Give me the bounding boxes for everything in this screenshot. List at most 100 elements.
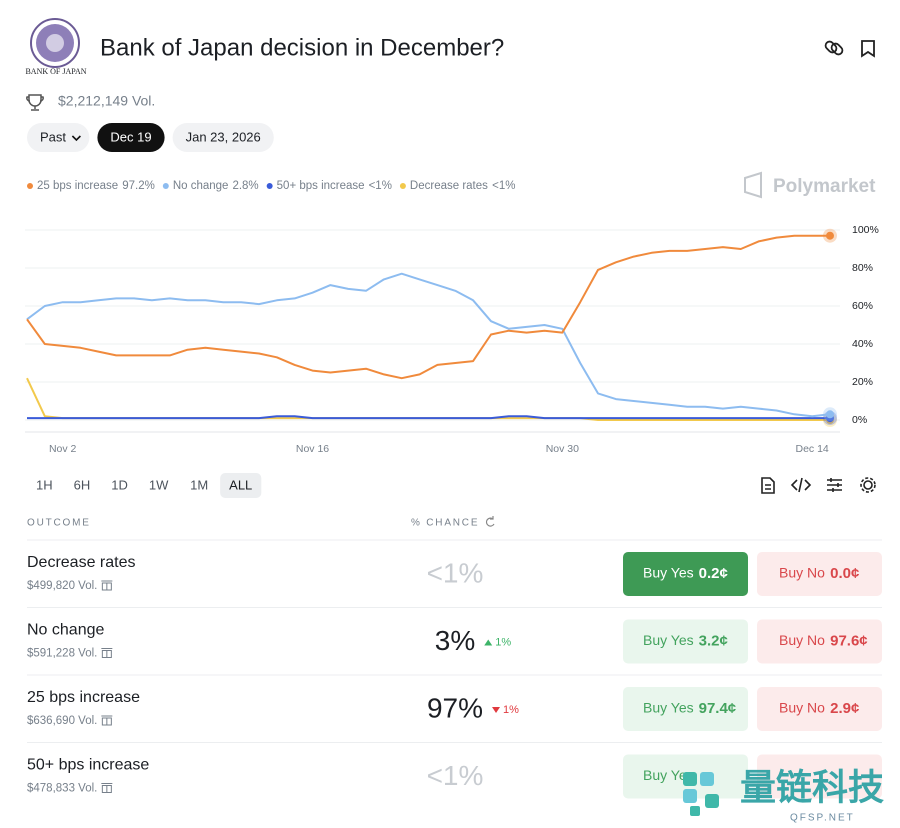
y-tick-label: 80% bbox=[852, 262, 873, 274]
series-line bbox=[26, 272, 831, 418]
timeframe-label[interactable]: 1D bbox=[111, 477, 128, 492]
y-tick-label: 20% bbox=[852, 376, 873, 388]
timeframe-label[interactable]: 6H bbox=[74, 477, 91, 492]
price-chart: 0% 20% 40% 60% 80% 100% Nov 2 Nov 16 Nov 30 Dec 1… bbox=[25, 224, 879, 455]
buy-no-button[interactable] bbox=[757, 754, 882, 799]
x-tick-label: Dec 14 bbox=[796, 443, 829, 455]
watermark-name: 量链科技 bbox=[740, 767, 884, 808]
buy-no-label[interactable]: Buy No bbox=[779, 632, 825, 648]
buy-no-label[interactable]: Buy No bbox=[779, 565, 825, 581]
buy-yes-label[interactable]: Buy Yes bbox=[643, 767, 694, 783]
chance-value: <1% bbox=[427, 760, 484, 791]
buy-yes-price[interactable]: 0.2¢ bbox=[699, 565, 728, 582]
outcome-volume: $591,228 Vol. bbox=[27, 648, 97, 660]
legend-value: <1% bbox=[492, 180, 515, 192]
change-arrow bbox=[484, 639, 493, 646]
gift-icon bbox=[101, 648, 113, 658]
buy-no-label[interactable]: Buy No bbox=[779, 700, 825, 716]
y-tick-label: 0% bbox=[852, 414, 867, 426]
watermark-site: QFSP.NET bbox=[790, 813, 855, 824]
date-tab[interactable] bbox=[172, 123, 274, 152]
legend-dot bbox=[162, 183, 169, 189]
outcome-volume: $636,690 Vol. bbox=[27, 715, 97, 727]
series-line bbox=[26, 234, 830, 380]
date-tabs: Past Dec 19 Jan 23, 2026 bbox=[27, 123, 274, 152]
buy-no-price[interactable]: 2.9¢ bbox=[830, 700, 859, 717]
buy-yes-label[interactable]: Buy Yes bbox=[643, 700, 694, 716]
chance-change: 1% bbox=[503, 704, 519, 716]
chance-header: % CHANCE bbox=[411, 518, 479, 529]
buy-no-button[interactable] bbox=[757, 619, 882, 664]
outcome-header: OUTCOME bbox=[27, 518, 91, 529]
timeframe-label[interactable]: ALL bbox=[229, 477, 252, 492]
timeframe-label[interactable]: 1M bbox=[190, 477, 208, 492]
legend-name: 25 bps increase bbox=[37, 180, 118, 192]
timeframe-tab[interactable] bbox=[220, 473, 262, 498]
outcome-table: Decrease rates $499,820 Vol. <1% Buy Yes 0.2… bbox=[27, 539, 882, 799]
change-arrow bbox=[492, 707, 501, 713]
outcome-name: No change bbox=[27, 622, 104, 639]
date-tab-label[interactable]: Past bbox=[40, 129, 66, 144]
buy-yes-button[interactable] bbox=[623, 687, 748, 731]
bookmark-icon[interactable] bbox=[861, 40, 875, 58]
embed-icon[interactable] bbox=[790, 477, 812, 493]
legend-name: No change bbox=[173, 180, 229, 192]
logo-text: BANK OF JAPAN bbox=[25, 67, 86, 76]
date-tab-label[interactable]: Dec 19 bbox=[110, 129, 151, 144]
outcome-volume: $478,833 Vol. bbox=[27, 783, 97, 795]
timeframe-label[interactable]: 1H bbox=[36, 477, 53, 492]
y-tick-label: 40% bbox=[852, 338, 873, 350]
outcome-name: 25 bps increase bbox=[27, 689, 140, 706]
gift-icon bbox=[101, 580, 113, 591]
legend-value: <1% bbox=[369, 180, 392, 192]
outcome-name: Decrease rates bbox=[27, 554, 136, 571]
date-tab[interactable] bbox=[27, 123, 90, 152]
legend-name: 50+ bps increase bbox=[277, 180, 365, 192]
x-tick-label: Nov 30 bbox=[546, 443, 579, 455]
legend-value: 2.8% bbox=[232, 180, 258, 192]
legend-dot bbox=[266, 183, 273, 189]
market-volume: $2,212,149 Vol. bbox=[58, 93, 155, 109]
gift-icon bbox=[101, 783, 113, 793]
refresh-icon[interactable] bbox=[485, 516, 495, 527]
document-icon[interactable] bbox=[761, 477, 775, 494]
date-tab-label[interactable]: Jan 23, 2026 bbox=[186, 129, 261, 144]
dropdown-chevron[interactable] bbox=[71, 135, 81, 142]
x-tick-label: Nov 2 bbox=[49, 443, 77, 455]
buy-yes-button[interactable] bbox=[623, 552, 748, 596]
series-line bbox=[26, 377, 830, 421]
timeframe-label[interactable]: 1W bbox=[149, 477, 169, 492]
buy-no-price[interactable]: 0.0¢ bbox=[830, 565, 859, 582]
buy-yes-label[interactable]: Buy Yes bbox=[643, 632, 694, 648]
y-tick-label: 60% bbox=[852, 300, 873, 312]
buy-yes-price[interactable]: 3.2¢ bbox=[699, 632, 728, 649]
outcome-name: 50+ bps increase bbox=[27, 757, 149, 774]
y-tick-label: 100% bbox=[852, 224, 879, 236]
buy-yes-label[interactable]: Buy Yes bbox=[643, 565, 694, 581]
legend-dot bbox=[399, 183, 406, 189]
buy-yes-price[interactable]: 97.4¢ bbox=[699, 700, 737, 717]
timeframe-tabs: 1H 6H 1D 1W 1M ALL bbox=[36, 473, 262, 498]
buy-no-price[interactable]: 97.6¢ bbox=[830, 632, 868, 649]
outcome-volume: $499,820 Vol. bbox=[27, 580, 97, 592]
trophy-icon bbox=[26, 94, 44, 111]
series-line bbox=[27, 415, 830, 420]
buy-no-button[interactable] bbox=[757, 552, 882, 596]
series-end-dot bbox=[826, 231, 834, 240]
buy-no-button[interactable] bbox=[757, 687, 882, 731]
brand-logo bbox=[744, 171, 762, 199]
chance-change: 1% bbox=[495, 636, 511, 648]
link-icon[interactable] bbox=[824, 40, 844, 56]
brand-name: Polymarket bbox=[773, 176, 876, 197]
market-title: Bank of Japan decision in December? bbox=[100, 34, 504, 61]
x-tick-label: Nov 16 bbox=[296, 443, 329, 455]
settings-icon[interactable] bbox=[863, 480, 873, 490]
buy-yes-button[interactable] bbox=[623, 619, 748, 664]
legend-name: Decrease rates bbox=[410, 180, 488, 192]
filter-icon[interactable] bbox=[827, 478, 842, 492]
date-tab[interactable] bbox=[97, 123, 165, 152]
settings-icon-ring[interactable] bbox=[860, 477, 876, 493]
chance-value: 3% bbox=[435, 625, 475, 656]
legend-dot bbox=[27, 183, 33, 189]
